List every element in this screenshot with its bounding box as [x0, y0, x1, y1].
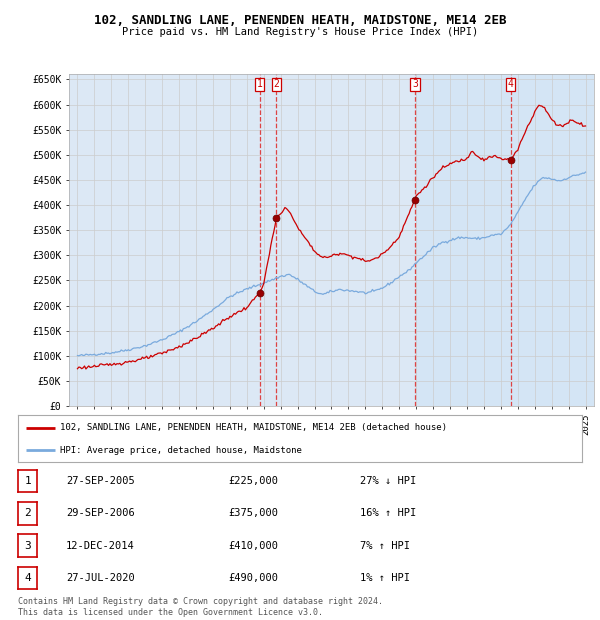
Text: 16% ↑ HPI: 16% ↑ HPI: [360, 508, 416, 518]
Text: £375,000: £375,000: [228, 508, 278, 518]
Text: 4: 4: [24, 573, 31, 583]
Text: 3: 3: [412, 79, 418, 89]
Text: Price paid vs. HM Land Registry's House Price Index (HPI): Price paid vs. HM Land Registry's House …: [122, 27, 478, 37]
Text: 1% ↑ HPI: 1% ↑ HPI: [360, 573, 410, 583]
Text: 1: 1: [257, 79, 262, 89]
Text: 27% ↓ HPI: 27% ↓ HPI: [360, 476, 416, 486]
Text: 2: 2: [24, 508, 31, 518]
Text: 7% ↑ HPI: 7% ↑ HPI: [360, 541, 410, 551]
Text: 27-JUL-2020: 27-JUL-2020: [66, 573, 135, 583]
Text: Contains HM Land Registry data © Crown copyright and database right 2024.
This d: Contains HM Land Registry data © Crown c…: [18, 598, 383, 617]
Text: £410,000: £410,000: [228, 541, 278, 551]
Text: £490,000: £490,000: [228, 573, 278, 583]
Text: 1: 1: [24, 476, 31, 486]
Text: 4: 4: [508, 79, 514, 89]
Bar: [415, 74, 594, 406]
Text: 102, SANDLING LANE, PENENDEN HEATH, MAIDSTONE, ME14 2EB (detached house): 102, SANDLING LANE, PENENDEN HEATH, MAID…: [60, 423, 448, 433]
Text: 2: 2: [274, 79, 280, 89]
Text: HPI: Average price, detached house, Maidstone: HPI: Average price, detached house, Maid…: [60, 446, 302, 455]
Text: 29-SEP-2006: 29-SEP-2006: [66, 508, 135, 518]
Text: 27-SEP-2005: 27-SEP-2005: [66, 476, 135, 486]
Text: £225,000: £225,000: [228, 476, 278, 486]
Text: 12-DEC-2014: 12-DEC-2014: [66, 541, 135, 551]
Text: 102, SANDLING LANE, PENENDEN HEATH, MAIDSTONE, ME14 2EB: 102, SANDLING LANE, PENENDEN HEATH, MAID…: [94, 14, 506, 27]
Text: 3: 3: [24, 541, 31, 551]
